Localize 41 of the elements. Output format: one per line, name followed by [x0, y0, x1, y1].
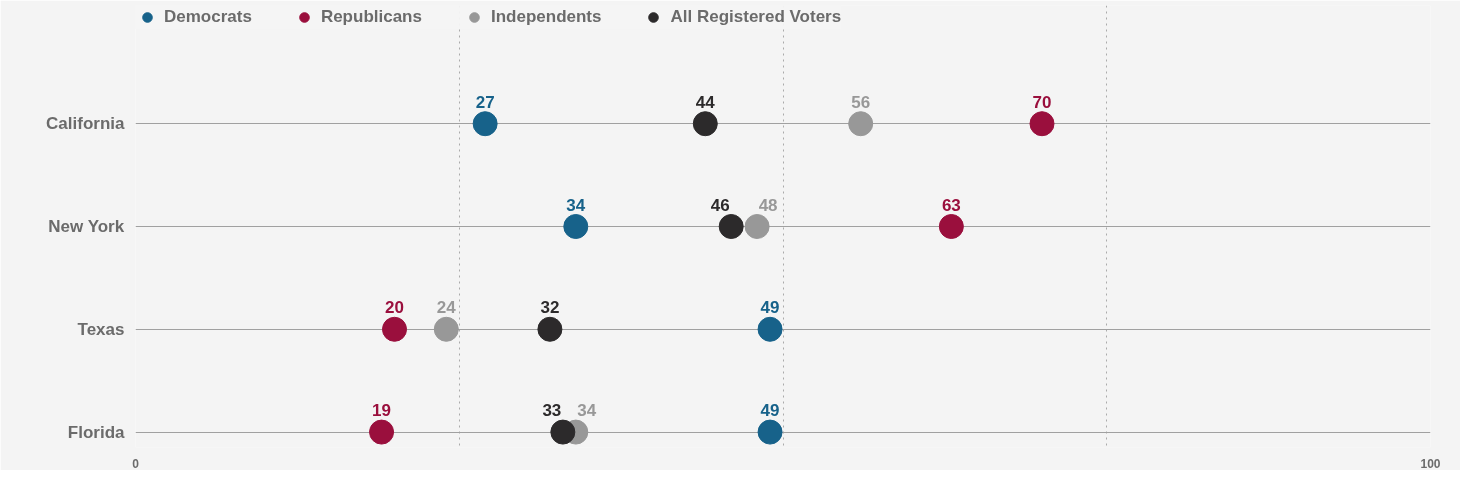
point: [537, 316, 563, 342]
x-tick-label: 100: [1420, 456, 1441, 471]
data-label: 70: [1032, 92, 1052, 112]
point: [744, 214, 770, 239]
data-label: 34: [566, 195, 586, 215]
y-tick-label: New York: [48, 217, 125, 236]
data-label: 63: [941, 195, 961, 215]
point: [757, 419, 783, 445]
point: [757, 316, 783, 342]
legend-label: All Registered Voters: [670, 7, 842, 27]
data-label: 49: [760, 298, 780, 318]
point: [692, 111, 718, 137]
data-label: 24: [436, 298, 457, 318]
point: [938, 214, 964, 239]
data-label: 20: [385, 298, 404, 318]
point: [563, 214, 589, 239]
data-label: 44: [695, 92, 716, 112]
point: [472, 111, 498, 137]
point: [550, 419, 576, 445]
point: [718, 214, 744, 239]
y-tick-label: California: [46, 114, 126, 134]
data-label: 49: [760, 401, 780, 421]
y-tick-label: Texas: [77, 319, 125, 339]
data-label: 48: [758, 195, 778, 215]
data-label: 27: [475, 92, 495, 112]
x-tick-label: 0: [132, 456, 140, 471]
point: [433, 316, 459, 342]
legend-label: Democrats: [164, 7, 252, 27]
data-label: 33: [542, 401, 562, 421]
point: [1029, 111, 1055, 137]
data-label: 19: [372, 401, 392, 421]
point: [848, 111, 874, 137]
legend-label: Republicans: [320, 7, 422, 27]
data-label: 46: [710, 195, 730, 215]
data-label: 56: [851, 92, 871, 112]
point: [369, 419, 395, 445]
data-label: 34: [577, 401, 597, 421]
legend-label: Independents: [490, 7, 602, 27]
y-tick-label: Florida: [67, 422, 126, 442]
point: [382, 316, 407, 342]
data-label: 32: [540, 298, 560, 318]
